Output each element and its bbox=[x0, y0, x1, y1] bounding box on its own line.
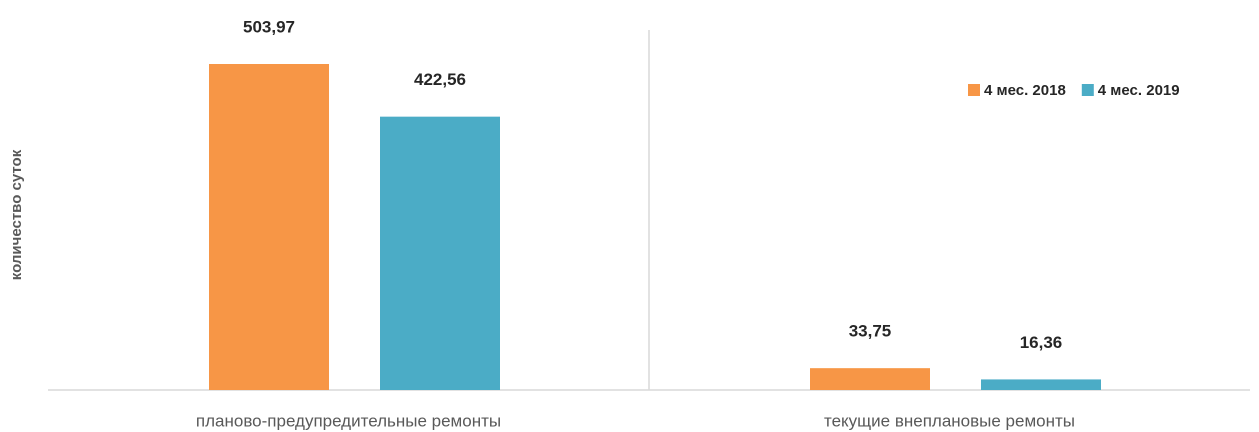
y-axis-label: количество суток bbox=[8, 149, 25, 280]
legend-label: 4 мес. 2018 bbox=[984, 82, 1066, 99]
bar bbox=[810, 368, 930, 390]
bar bbox=[981, 379, 1101, 390]
bar bbox=[209, 64, 329, 390]
x-tick-label: планово-предупредительные ремонты bbox=[196, 411, 501, 430]
data-label: 33,75 bbox=[849, 322, 892, 341]
data-label: 16,36 bbox=[1020, 333, 1063, 352]
data-label: 503,97 bbox=[243, 17, 295, 36]
data-label: 422,56 bbox=[414, 70, 466, 89]
legend-swatch bbox=[1081, 84, 1094, 96]
legend-label: 4 мес. 2019 bbox=[1098, 82, 1180, 99]
legend-swatch bbox=[968, 84, 980, 96]
bar bbox=[380, 116, 500, 390]
x-tick-label: текущие внеплановые ремонты bbox=[824, 411, 1075, 430]
